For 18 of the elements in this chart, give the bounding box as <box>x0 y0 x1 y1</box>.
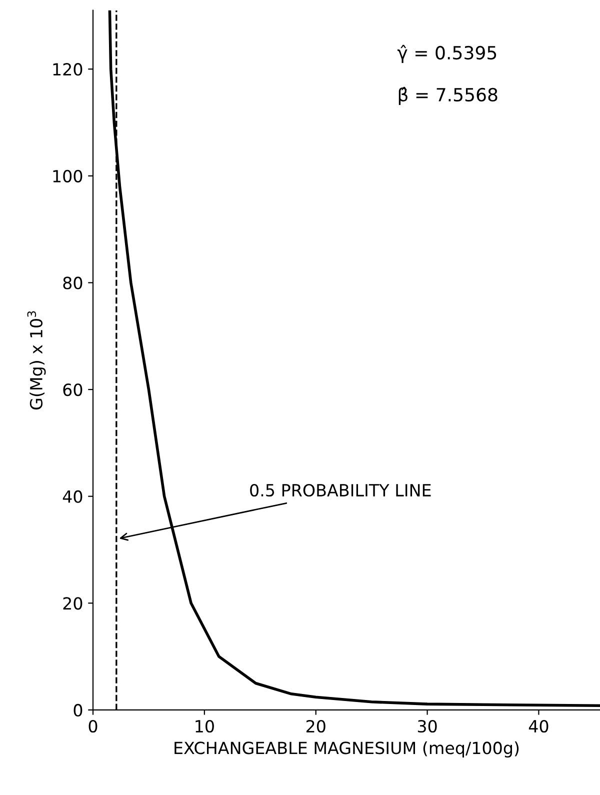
y-axis-title: G(Mg) x 10$^{3}$ <box>27 311 46 410</box>
annotation: β̂ = 7.5568 <box>398 86 498 106</box>
y-tick-label: 0 <box>74 704 82 717</box>
x-tick-label: 0 <box>88 720 98 733</box>
line-series <box>108 10 600 708</box>
y-tick-label: 60 <box>63 383 82 396</box>
x-axis-title: EXCHANGEABLE MAGNESIUM (meq/100g) <box>174 741 519 758</box>
y-tick-label: 80 <box>63 276 82 290</box>
x-tick-label: 30 <box>418 720 437 733</box>
y-tick-label: 100 <box>53 170 82 182</box>
x-tick-label: 10 <box>196 720 214 733</box>
annotation: γ̂ = 0.5395 <box>397 44 496 64</box>
annotation: 0.5 PROBABILITY LINE <box>250 484 431 497</box>
y-tick-label: 40 <box>62 490 82 503</box>
y-tick-label: 20 <box>63 597 82 610</box>
x-tick-label: 20 <box>306 720 326 733</box>
y-tick-label: 120 <box>53 63 82 76</box>
x-tick-label: 40 <box>528 720 548 733</box>
